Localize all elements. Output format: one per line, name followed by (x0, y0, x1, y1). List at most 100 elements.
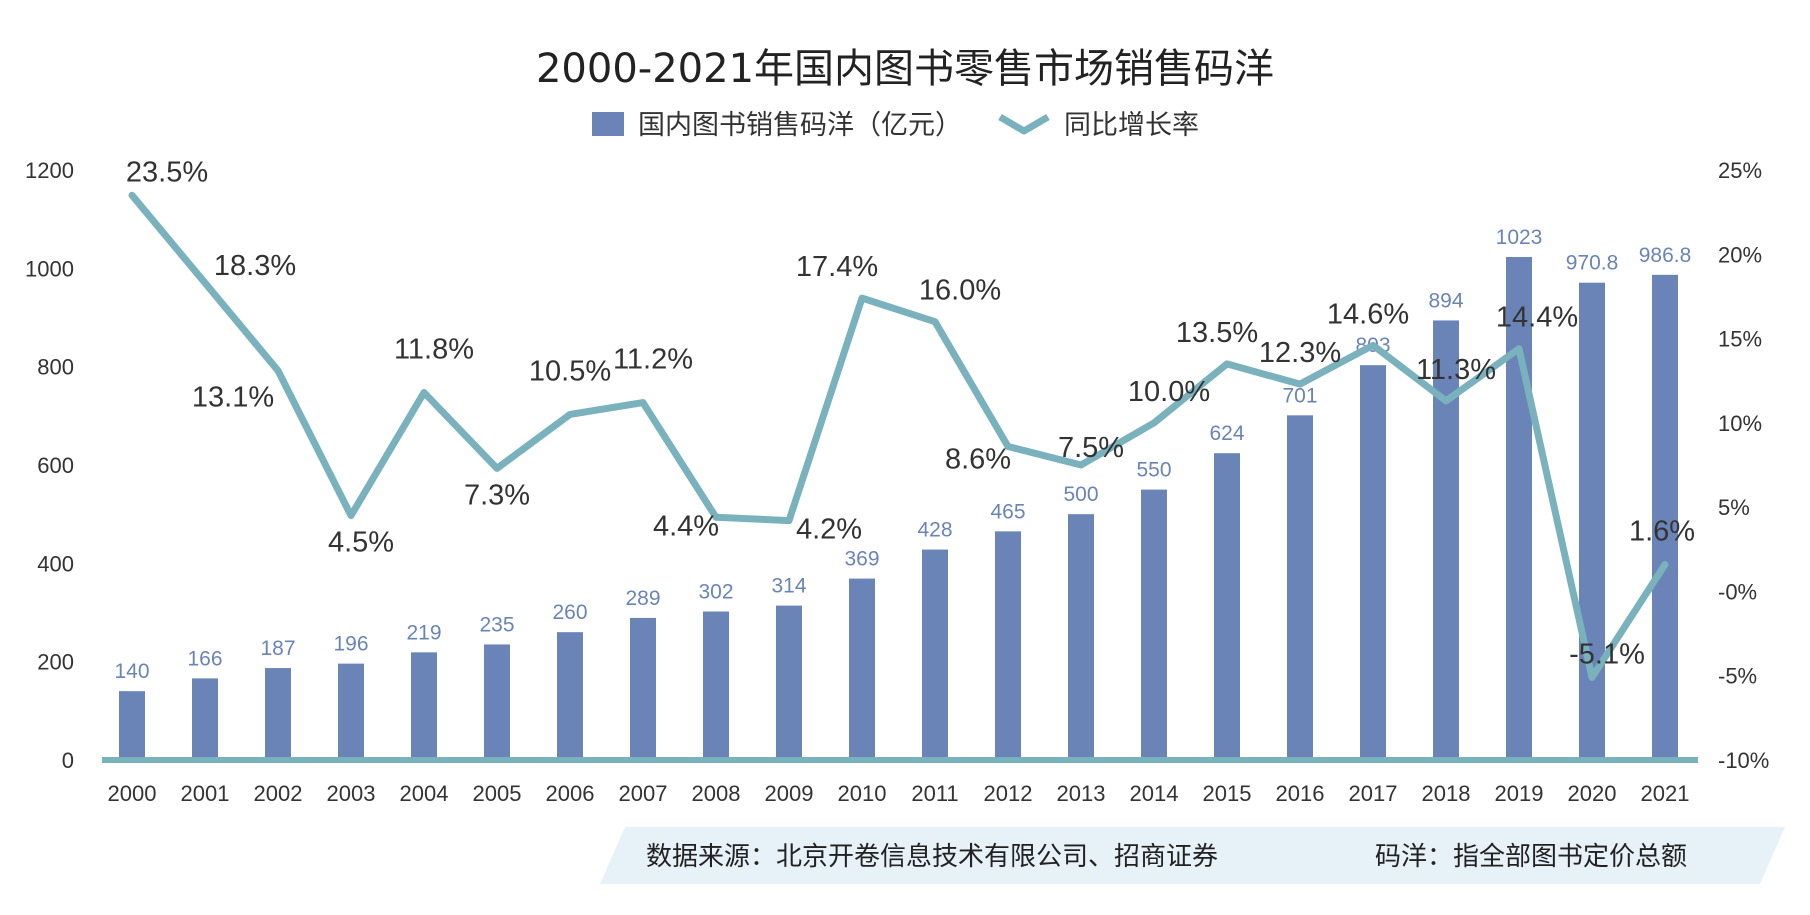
x-tick-label: 2018 (1422, 781, 1471, 806)
x-tick-label: 2002 (254, 781, 303, 806)
growth-rate-label: -5.1% (1569, 638, 1645, 670)
growth-rate-label: 11.3% (1416, 354, 1496, 386)
left-axis: 0 200 400 600 800 1000 1200 (25, 158, 74, 773)
bar-value-label: 235 (479, 613, 514, 636)
bar (1360, 365, 1386, 760)
x-tick-label: 2009 (765, 781, 814, 806)
bar (411, 652, 437, 760)
bar (630, 617, 656, 760)
y-right-tick-label: 15% (1718, 327, 1762, 352)
y-right-tick-label: -0% (1718, 579, 1757, 604)
y-right-tick-label: 10% (1718, 411, 1762, 436)
bar-value-label: 1023 (1496, 226, 1543, 249)
growth-rate-label: 11.8% (394, 334, 474, 366)
bar-value-label: 289 (625, 587, 660, 610)
growth-rate-label: 10.0% (1128, 376, 1210, 408)
bar (849, 578, 875, 760)
x-axis: 2000 2001 2002 2003 2004 2005 2006 2007 2008 2009… (108, 781, 1690, 806)
bar (1214, 453, 1240, 760)
y-left-tick-label: 0 (62, 748, 74, 773)
bar (265, 668, 291, 760)
bar-value-label: 196 (333, 633, 368, 656)
x-tick-label: 2020 (1568, 781, 1617, 806)
growth-rate-label: 13.5% (1176, 317, 1258, 349)
growth-rate-label: 14.6% (1327, 298, 1409, 330)
bar-series (119, 257, 1678, 760)
bar-value-label: 465 (990, 500, 1025, 523)
x-tick-label: 2017 (1349, 781, 1398, 806)
bar (1433, 320, 1459, 760)
x-tick-label: 2004 (400, 781, 449, 806)
growth-rate-label: 18.3% (214, 250, 296, 282)
bar (119, 691, 145, 760)
bar-value-label: 986.8 (1639, 244, 1692, 267)
y-left-tick-label: 200 (37, 650, 74, 675)
growth-rate-label: 8.6% (945, 443, 1011, 475)
x-tick-label: 2013 (1057, 781, 1106, 806)
bar (1068, 514, 1094, 760)
growth-rate-label: 7.5% (1058, 432, 1124, 464)
y-left-tick-label: 1000 (25, 256, 74, 281)
footer: 数据来源：北京开卷信息技术有限公司、招商证券 码洋：指全部图书定价总额 (600, 827, 1785, 884)
growth-rate-label: 4.5% (328, 527, 394, 559)
growth-rate-label: 11.2% (613, 344, 693, 376)
bar (995, 531, 1021, 760)
bar-value-label: 701 (1282, 384, 1317, 407)
y-right-tick-label: -5% (1718, 664, 1757, 689)
x-tick-label: 2016 (1276, 781, 1325, 806)
bar-value-label: 166 (187, 647, 222, 670)
x-tick-label: 2021 (1641, 781, 1690, 806)
y-right-tick-label: 25% (1718, 158, 1762, 183)
right-axis: -10% -5% -0% 5% 10% 15% 20% 25% (1718, 158, 1769, 773)
bar-value-label: 500 (1063, 483, 1098, 506)
footer-note: 码洋：指全部图书定价总额 (1375, 842, 1687, 872)
growth-rate-line (128, 191, 1669, 681)
bar (192, 678, 218, 760)
growth-rate-labels: 23.5% 18.3% 13.1% 4.5% 11.8% 7.3% 10.5% 11.2% 4.… (126, 156, 1695, 670)
bar (703, 611, 729, 760)
bar-value-label: 550 (1136, 459, 1171, 482)
chart-title: 2000-2021年国内图书零售市场销售码洋 (536, 46, 1274, 92)
y-left-tick-label: 400 (37, 551, 74, 576)
bar-value-label: 624 (1209, 422, 1244, 445)
bar-value-label: 369 (844, 548, 879, 571)
growth-rate-label: 14.4% (1496, 302, 1578, 334)
bar-value-label: 302 (698, 581, 733, 604)
y-left-tick-label: 600 (37, 453, 74, 478)
legend-line-swatch (998, 113, 1050, 135)
growth-rate-label: 4.2% (796, 514, 862, 546)
x-tick-label: 2012 (984, 781, 1033, 806)
bar (776, 605, 802, 760)
legend-bar-label: 国内图书销售码洋（亿元） (638, 110, 962, 141)
x-tick-label: 2015 (1203, 781, 1252, 806)
bar (1652, 274, 1678, 760)
bar-value-label: 314 (771, 575, 806, 598)
bar (484, 644, 510, 760)
x-tick-label: 2005 (473, 781, 522, 806)
bar-value-label: 970.8 (1566, 252, 1619, 275)
legend: 国内图书销售码洋（亿元） 同比增长率 (592, 110, 1199, 141)
x-tick-label: 2000 (108, 781, 157, 806)
x-tick-label: 2003 (327, 781, 376, 806)
growth-rate-label: 10.5% (529, 355, 611, 387)
bar (557, 632, 583, 760)
growth-rate-label: 23.5% (126, 156, 208, 188)
y-right-tick-label: 20% (1718, 242, 1762, 267)
growth-rate-label: 12.3% (1259, 337, 1341, 369)
bar-value-label: 187 (260, 637, 295, 660)
bar-value-label: 140 (114, 660, 149, 683)
growth-rate-label: 1.6% (1629, 515, 1695, 547)
bar-value-label: 260 (552, 601, 587, 624)
x-tick-label: 2014 (1130, 781, 1179, 806)
y-left-tick-label: 800 (37, 355, 74, 380)
bar (338, 663, 364, 760)
bar (1579, 282, 1605, 760)
y-right-tick-label: 5% (1718, 495, 1750, 520)
bar-value-label: 219 (406, 621, 441, 644)
growth-rate-label: 17.4% (796, 251, 878, 283)
bar-value-label: 428 (917, 519, 952, 542)
bar (1141, 489, 1167, 760)
bar (1506, 257, 1532, 760)
footer-band (600, 827, 1785, 884)
